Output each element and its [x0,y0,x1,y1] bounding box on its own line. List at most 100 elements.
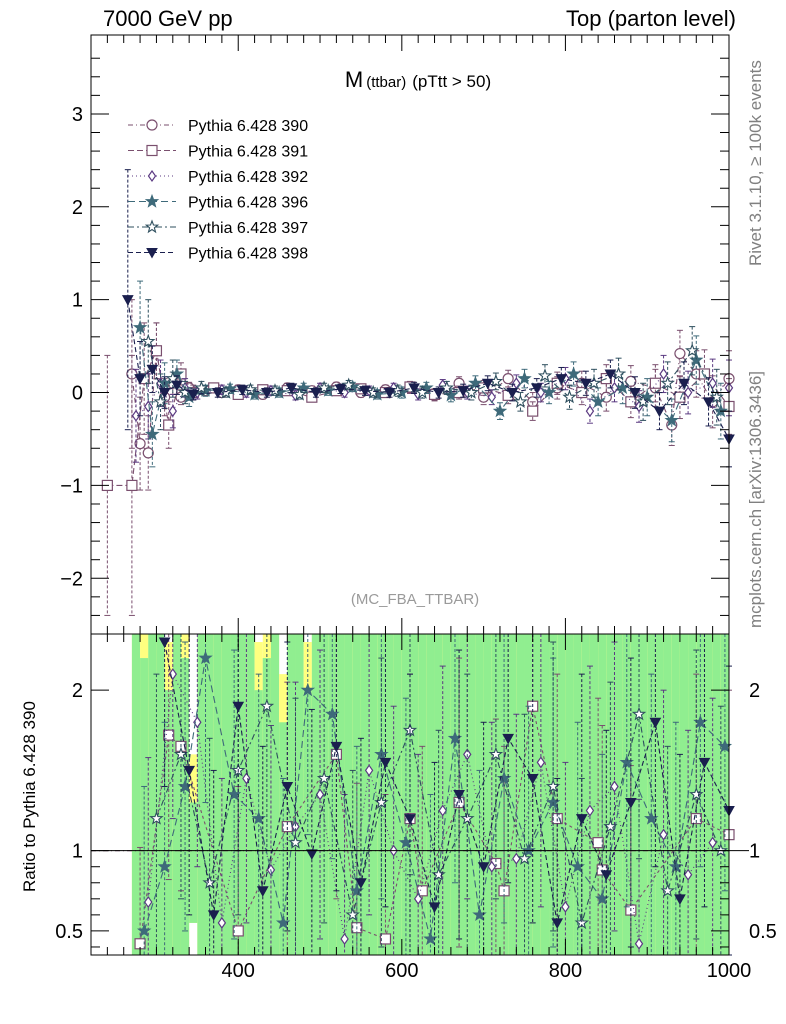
data-point [149,810,164,825]
data-point [530,383,543,394]
ratio-y-tick-label: 2 [72,680,83,702]
legend-label: Pythia 6.428 392 [188,169,308,186]
data-point [590,394,606,409]
data-point [698,368,711,380]
data-point [649,717,662,729]
data-point [502,733,515,745]
data-point [300,682,316,697]
ratio-frame [90,633,730,956]
uncertainty-band-inner [704,634,713,955]
chart-text: −2 −1 0 1 2 3 400 600 800 1000 0.5 0.5 1 1 2 2 M (ttbar) (… [55,67,777,982]
data-point [330,741,343,753]
legend: Pythia 6.428 390 Pythia 6.428 391 Pythia 6… [128,118,308,263]
data-point [163,419,175,431]
series-line [155,704,722,924]
uncertainty-band-inner [180,658,190,955]
uncertainty-band-inner [565,634,574,955]
data-point [428,902,441,913]
data-point [653,406,666,418]
data-point [316,380,332,395]
data-point [674,391,686,403]
uncertainty-band-inner [516,634,525,955]
data-point [359,386,371,397]
data-point [141,333,156,348]
data-point [226,786,242,801]
data-point [683,868,693,881]
data-point [315,788,325,801]
data-point [610,780,619,793]
title-main: M [345,67,363,92]
data-point [488,746,504,761]
legend-label: Pythia 6.428 398 [188,246,308,263]
data-point [146,364,159,376]
legend-label: Pythia 6.428 391 [188,144,308,161]
uncertainty-band-inner [131,634,141,955]
x-tick-label: 400 [222,960,255,982]
data-point [702,397,715,408]
data-point [193,716,202,729]
data-point [487,860,497,873]
data-point [217,916,227,929]
x-tick-label: 800 [549,960,582,982]
legend-marker [146,119,158,131]
data-point [126,479,138,492]
legend-entry: Pythia 6.428 396 [128,193,308,212]
data-point [629,388,641,399]
data-point [236,385,249,396]
data-point [453,790,465,801]
data-point [134,374,146,385]
data-point [232,925,244,937]
data-point [635,394,651,408]
data-point [536,756,546,769]
data-point [292,386,307,401]
legend-marker [144,193,160,208]
data-point [310,388,322,399]
axes-frames [90,34,730,956]
uncertainty-band-inner [238,634,247,955]
data-point [604,369,617,380]
data-point [198,650,213,665]
data-point [183,765,196,777]
data-point [600,870,613,881]
data-point [689,786,704,801]
data-point [276,915,291,930]
data-point [561,900,570,913]
uncertainty-band-inner [663,634,672,955]
data-point [562,389,577,404]
uncertainty-band-inner [189,802,198,923]
data-point [163,729,175,741]
data-point [126,368,138,380]
data-point [142,447,154,459]
uncertainty-band-inner [360,634,370,955]
data-point [649,377,661,389]
uncertainty-band-inner [221,634,231,955]
data-point [355,878,367,889]
data-point [521,843,536,857]
data-point [345,907,360,921]
data-point [526,773,539,785]
data-point [575,814,588,825]
uncertainty-band-inner [393,634,402,955]
data-point [683,386,693,399]
data-point [121,295,134,306]
uncertainty-band-inner [532,634,541,955]
data-point [305,849,318,860]
data-point [585,804,595,817]
data-point [664,412,679,427]
data-point [416,885,428,897]
plot-title: M (ttbar) (pTtt > 50) [345,67,491,92]
series-3 [132,280,728,468]
data-point [341,377,356,392]
uncertainty-band-inner [303,690,312,955]
data-point [506,388,519,399]
data-point [713,843,729,857]
y-tick-label: 1 [72,290,83,312]
uncertainty-band-inner [483,634,492,955]
uncertainty-band-inner [270,634,280,955]
data-point [541,384,557,399]
data-point [379,757,392,769]
data-point [603,819,618,833]
uncertainty-band-inner [655,634,664,955]
data-point [457,386,470,397]
legend-entry: Pythia 6.428 391 [128,144,308,161]
